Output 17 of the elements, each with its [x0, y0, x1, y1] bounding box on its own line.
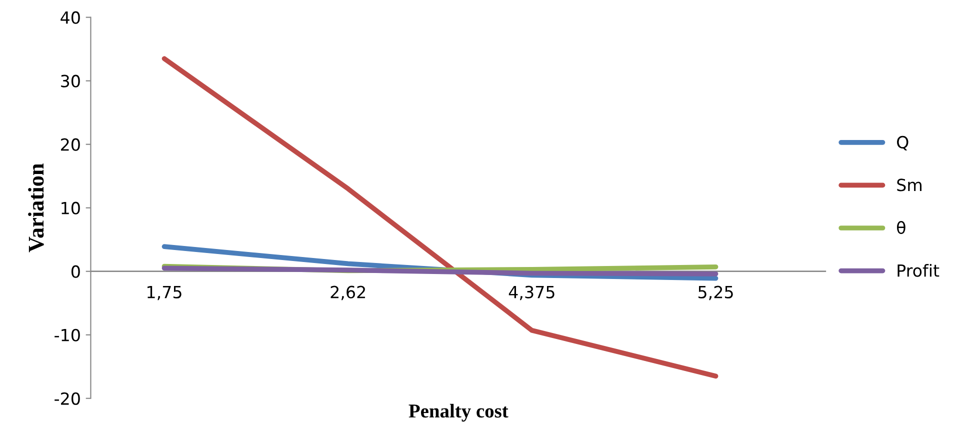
y-tick-label: 30 [61, 74, 80, 88]
x-tick-label: 1,75 [148, 286, 182, 300]
legend-label: Profit [898, 264, 940, 277]
x-tick-label: 5,25 [698, 286, 733, 300]
x-tick-label: 4,375 [508, 286, 554, 300]
x-axis-title: Penalty cost [408, 404, 508, 422]
legend-label: Q [897, 136, 908, 150]
y-tick-label: -20 [54, 392, 80, 405]
legend-label: Sm [897, 178, 922, 192]
y-axis-title: Variation [28, 164, 44, 252]
y-tick-label: -10 [54, 328, 80, 342]
y-tick-label: 0 [72, 265, 80, 278]
y-tick-label: 40 [60, 11, 80, 24]
legend-label: θ [896, 221, 906, 234]
x-tick-label: 2,62 [330, 286, 365, 300]
y-tick-label: 20 [61, 138, 80, 151]
y-tick-label: 10 [62, 202, 80, 214]
